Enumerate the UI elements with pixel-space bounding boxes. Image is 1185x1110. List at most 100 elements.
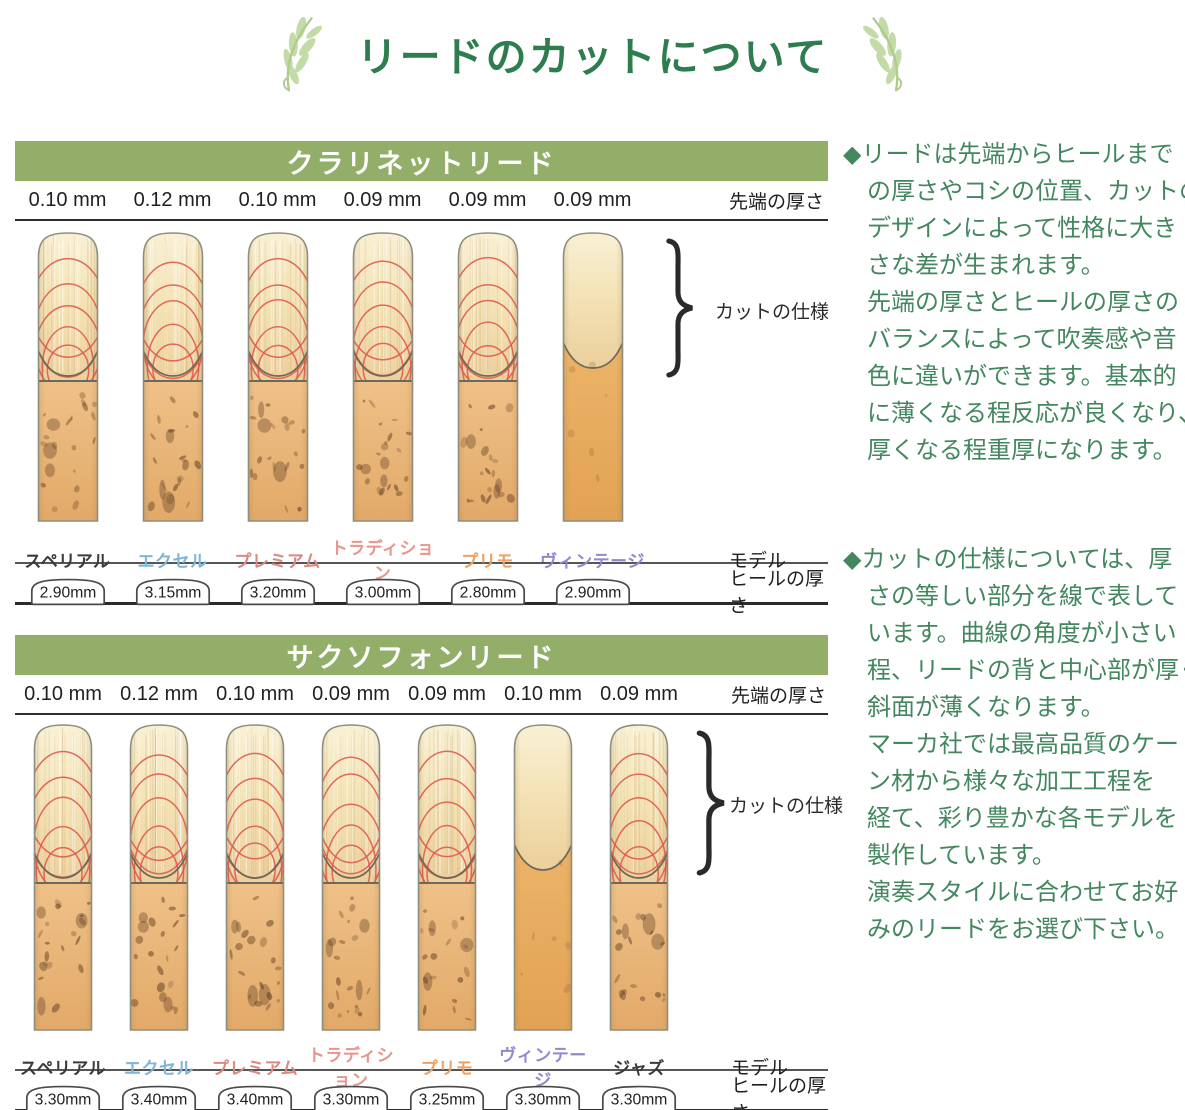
model-name: スペリアル (19, 1058, 107, 1078)
heel-thickness-badge: 3.30mm (591, 1083, 687, 1110)
heel-thickness-label: ヒールの厚さ (729, 569, 825, 617)
clarinet-section: クラリネットリード 0.10 mm 0.12 mm 0.10 mm 0.09 mm 0.… (15, 141, 830, 617)
tip-thickness-value: 0.09 mm (408, 682, 486, 705)
heel-thickness-badge: 3.00mm (330, 576, 435, 606)
leaf-right-icon (863, 16, 903, 92)
model-name: ジャズ (613, 1058, 665, 1078)
heel-thickness-label: ヒールの厚さ (731, 1076, 827, 1110)
tip-thickness-value: 0.10 mm (238, 188, 317, 211)
reed-image (330, 221, 435, 534)
saxophone-heel-row: 3.30mm 3.40mm 3.40mm 3.30mm 3.25mm 3.30mm 3.30… (15, 1071, 828, 1110)
svg-text:2.80mm: 2.80mm (459, 585, 516, 602)
clarinet-heel-row: 2.90mm 3.15mm 3.20mm 3.00mm 2.80mm 2.90mm ヒールの… (15, 564, 828, 617)
model-label: モデル (729, 550, 787, 572)
reed-image (207, 715, 303, 1041)
divider (15, 562, 828, 564)
tip-thickness-value: 0.09 mm (553, 188, 632, 211)
heel-thickness-badge: 2.90mm (15, 576, 120, 606)
model-name: プレミアム (211, 1058, 299, 1078)
reed-image (591, 715, 687, 1041)
model-name: トラディション (307, 1046, 395, 1090)
note-about-cut-spec: ◆カットの仕様については、厚 さの等しい部分を線で表して います。曲線の角度が小… (843, 546, 1185, 943)
svg-text:3.15mm: 3.15mm (144, 585, 201, 602)
heel-thickness-badge: 3.30mm (303, 1083, 399, 1110)
reed-image (15, 221, 120, 534)
model-name: トラディション (330, 539, 435, 583)
svg-text:3.30mm: 3.30mm (35, 1092, 92, 1109)
cut-spec-label: カットの仕様 (715, 302, 830, 323)
clarinet-reed-row: カットの仕様 (15, 221, 830, 534)
page-title: リードのカットについて (356, 34, 829, 80)
svg-text:2.90mm: 2.90mm (39, 585, 96, 602)
divider (15, 602, 828, 605)
svg-text:3.30mm: 3.30mm (515, 1092, 572, 1109)
cut-spec-brace-icon (666, 238, 693, 378)
tip-thickness-value: 0.10 mm (28, 188, 107, 211)
svg-text:3.25mm: 3.25mm (419, 1092, 476, 1109)
reed-image (120, 221, 225, 534)
reed-image (111, 715, 207, 1041)
tip-thickness-value: 0.09 mm (600, 682, 678, 705)
svg-text:3.30mm: 3.30mm (323, 1092, 380, 1109)
heel-thickness-badge: 2.90mm (540, 576, 645, 606)
saxophone-tip-row: 0.10 mm 0.12 mm 0.10 mm 0.09 mm 0.09 mm 0.10 … (15, 675, 828, 713)
reed-image (495, 715, 591, 1041)
tip-thickness-value: 0.09 mm (312, 682, 390, 705)
reed-image (540, 221, 645, 534)
model-name: プリモ (420, 1058, 474, 1078)
reed-image (303, 715, 399, 1041)
model-name: ヴィンテージ (499, 1046, 587, 1090)
clarinet-model-row: スペリアル エクセル プレミアム トラディション プリモ ヴィンテージ モデル (15, 534, 828, 583)
tip-thickness-value: 0.09 mm (343, 188, 422, 211)
saxophone-section-title: サクソフォンリード (286, 642, 557, 673)
saxophone-section: サクソフォンリード 0.10 mm 0.12 mm 0.10 mm 0.09 mm 0.… (15, 635, 843, 1110)
svg-text:3.20mm: 3.20mm (249, 585, 306, 602)
tip-thickness-value: 0.10 mm (216, 682, 294, 705)
svg-text:3.00mm: 3.00mm (354, 585, 411, 602)
leaf-left-icon (282, 16, 322, 92)
heel-thickness-badge: 3.25mm (399, 1083, 495, 1110)
clarinet-section-header: クラリネットリード (15, 141, 828, 181)
page-header: リードのカットについて (0, 14, 1185, 92)
svg-text:2.90mm: 2.90mm (564, 585, 621, 602)
clarinet-tip-row: 0.10 mm 0.12 mm 0.10 mm 0.09 mm 0.09 mm 0.09 … (15, 181, 828, 219)
model-name: スペリアル (24, 551, 111, 571)
tip-thickness-label: 先端の厚さ (731, 685, 827, 707)
model-name: プリモ (461, 551, 514, 571)
reed-image (399, 715, 495, 1041)
divider (15, 1069, 828, 1071)
model-name: プレミアム (234, 551, 321, 571)
heel-thickness-badge: 3.15mm (120, 576, 225, 606)
svg-text:3.40mm: 3.40mm (131, 1092, 188, 1109)
divider (15, 713, 828, 715)
heel-thickness-badge: 3.40mm (111, 1083, 207, 1110)
saxophone-section-header: サクソフォンリード (15, 635, 828, 675)
heel-thickness-badge: 3.20mm (225, 576, 330, 606)
saxophone-model-row: スペリアル エクセル プレミアム トラディション プリモ ヴィンテージ ジャズ モデル (15, 1041, 828, 1090)
saxophone-reed-row: カットの仕様 (15, 715, 843, 1041)
cut-spec-brace-icon (696, 730, 725, 876)
tip-thickness-label: 先端の厚さ (729, 191, 825, 213)
model-name: エクセル (137, 551, 208, 571)
clarinet-section-title: クラリネットリード (286, 148, 557, 179)
tip-thickness-value: 0.12 mm (120, 682, 198, 705)
reed-image (15, 715, 111, 1041)
svg-text:3.30mm: 3.30mm (611, 1092, 668, 1109)
heel-thickness-badge: 3.30mm (15, 1083, 111, 1110)
cut-spec-label: カットの仕様 (729, 796, 844, 817)
reed-image (225, 221, 330, 534)
tip-thickness-value: 0.10 mm (504, 682, 582, 705)
reed-image (435, 221, 540, 534)
model-name: ヴィンテージ (540, 551, 645, 571)
heel-thickness-badge: 3.40mm (207, 1083, 303, 1110)
tip-thickness-value: 0.09 mm (448, 188, 527, 211)
svg-text:3.40mm: 3.40mm (227, 1092, 284, 1109)
heel-thickness-badge: 3.30mm (495, 1083, 591, 1110)
model-name: エクセル (124, 1058, 194, 1078)
divider (15, 219, 828, 221)
heel-thickness-badge: 2.80mm (435, 576, 540, 606)
tip-thickness-value: 0.12 mm (133, 188, 212, 211)
tip-thickness-value: 0.10 mm (24, 682, 102, 705)
model-label: モデル (731, 1057, 789, 1079)
